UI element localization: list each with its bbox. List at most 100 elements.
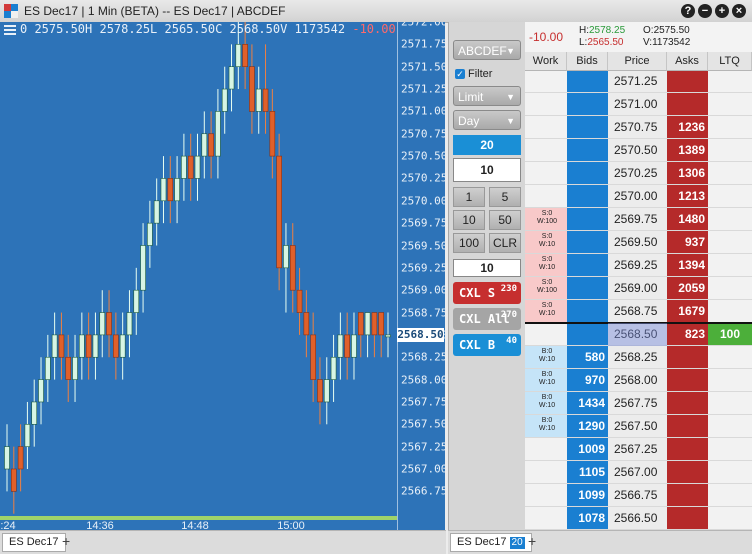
bid-cell[interactable]: 1105 — [567, 461, 608, 484]
filter-checkbox[interactable]: ✓ Filter — [455, 68, 492, 80]
selected-qty[interactable]: 20 — [453, 135, 521, 155]
ask-cell[interactable]: 1236 — [667, 116, 708, 139]
qty-button-10[interactable]: 10 — [453, 210, 485, 230]
bid-cell[interactable] — [567, 277, 608, 300]
qty-button-50[interactable]: 50 — [489, 210, 521, 230]
cancel-all-button[interactable]: CXL All 270 — [453, 308, 521, 330]
bid-cell[interactable] — [567, 208, 608, 231]
ask-cell[interactable]: 1679 — [667, 300, 708, 323]
price-cell[interactable]: 2566.50 — [608, 507, 667, 530]
price-axis[interactable]: 2572.00 2571.75 2571.50 2571.25 2571.00 2570.… — [397, 22, 445, 530]
bid-cell[interactable] — [567, 162, 608, 185]
bid-cell[interactable]: 1078 — [567, 507, 608, 530]
price-cell[interactable]: 2567.75 — [608, 392, 667, 415]
bid-cell[interactable] — [567, 185, 608, 208]
ltq-cell[interactable] — [708, 507, 752, 530]
work-cell[interactable] — [525, 139, 567, 162]
ask-cell[interactable] — [667, 71, 708, 93]
tab-chart-es[interactable]: ES Dec17 — [2, 533, 66, 552]
ltq-cell[interactable] — [708, 484, 752, 507]
chart-menu-icon[interactable] — [4, 23, 16, 37]
work-cell[interactable] — [525, 185, 567, 208]
work-cell[interactable]: S:0 W:10 — [525, 300, 567, 323]
price-cell[interactable]: 2569.75 — [608, 208, 667, 231]
ltq-cell[interactable] — [708, 208, 752, 231]
bid-cell[interactable] — [567, 323, 608, 346]
ltq-cell[interactable] — [708, 71, 752, 93]
ltq-cell[interactable] — [708, 139, 752, 162]
work-cell[interactable] — [525, 507, 567, 530]
tab-dom-es[interactable]: ES Dec17 20 — [450, 533, 532, 552]
bid-cell[interactable] — [567, 231, 608, 254]
bid-cell[interactable] — [567, 300, 608, 323]
ltq-cell[interactable] — [708, 116, 752, 139]
ask-cell[interactable] — [667, 438, 708, 461]
work-cell[interactable]: B:0 W:10 — [525, 392, 567, 415]
bid-cell[interactable] — [567, 254, 608, 277]
candlestick-plot[interactable] — [0, 22, 397, 516]
price-cell[interactable]: 2567.00 — [608, 461, 667, 484]
ask-cell[interactable] — [667, 507, 708, 530]
ask-cell[interactable] — [667, 93, 708, 116]
order-type-dropdown[interactable]: Limit ▼ — [453, 86, 521, 106]
price-cell[interactable]: 2570.50 — [608, 139, 667, 162]
price-cell[interactable]: 2568.00 — [608, 369, 667, 392]
minimize-icon[interactable]: − — [698, 4, 712, 18]
add-tab-icon[interactable]: + — [62, 533, 71, 549]
ltq-cell[interactable] — [708, 254, 752, 277]
bid-cell[interactable] — [567, 139, 608, 162]
work-cell[interactable] — [525, 484, 567, 507]
ltq-cell[interactable] — [708, 93, 752, 116]
ltq-cell[interactable] — [708, 185, 752, 208]
qty-button-100[interactable]: 100 — [453, 233, 485, 253]
work-cell[interactable]: S:0 W:100 — [525, 277, 567, 300]
ltq-cell[interactable] — [708, 415, 752, 438]
price-cell[interactable]: 2568.75 — [608, 300, 667, 323]
help-icon[interactable]: ? — [681, 4, 695, 18]
ask-cell[interactable]: 1306 — [667, 162, 708, 185]
work-cell[interactable]: B:0 W:10 — [525, 346, 567, 369]
qty-clear-button[interactable]: CLR — [489, 233, 521, 253]
ask-cell[interactable] — [667, 369, 708, 392]
work-cell[interactable]: B:0 W:10 — [525, 369, 567, 392]
column-header-price[interactable]: Price — [608, 52, 667, 71]
qty-button-5[interactable]: 5 — [489, 187, 521, 207]
price-cell[interactable]: 2571.00 — [608, 93, 667, 116]
price-cell[interactable]: 2570.25 — [608, 162, 667, 185]
work-cell[interactable] — [525, 461, 567, 484]
price-chart[interactable]: 0 2575.50H 2578.25L 2565.50C 2568.50V 11… — [0, 22, 445, 530]
ltq-cell[interactable]: 100 — [708, 323, 752, 346]
maximize-icon[interactable]: + — [715, 4, 729, 18]
ltq-cell[interactable] — [708, 162, 752, 185]
ask-cell[interactable] — [667, 392, 708, 415]
ask-cell[interactable]: 937 — [667, 231, 708, 254]
ltq-cell[interactable] — [708, 438, 752, 461]
qty-input[interactable]: 10 — [453, 158, 521, 182]
ask-cell[interactable] — [667, 484, 708, 507]
bid-cell[interactable]: 1009 — [567, 438, 608, 461]
work-cell[interactable] — [525, 71, 567, 93]
work-cell[interactable] — [525, 438, 567, 461]
work-cell[interactable]: S:0 W:100 — [525, 208, 567, 231]
bid-cell[interactable] — [567, 71, 608, 93]
ltq-cell[interactable] — [708, 346, 752, 369]
price-cell[interactable]: 2568.50 — [608, 323, 667, 346]
column-header-asks[interactable]: Asks — [667, 52, 708, 71]
work-cell[interactable]: S:0 W:10 — [525, 254, 567, 277]
column-header-work[interactable]: Work — [525, 52, 567, 71]
price-cell[interactable]: 2570.75 — [608, 116, 667, 139]
ask-cell[interactable]: 1480 — [667, 208, 708, 231]
ltq-cell[interactable] — [708, 392, 752, 415]
ltq-cell[interactable] — [708, 461, 752, 484]
bid-cell[interactable] — [567, 93, 608, 116]
work-cell[interactable]: B:0 W:10 — [525, 415, 567, 438]
price-cell[interactable]: 2567.50 — [608, 415, 667, 438]
ask-cell[interactable]: 823 — [667, 323, 708, 346]
ask-cell[interactable]: 2059 — [667, 277, 708, 300]
price-cell[interactable]: 2569.00 — [608, 277, 667, 300]
bid-cell[interactable]: 1099 — [567, 484, 608, 507]
column-header-bids[interactable]: Bids — [567, 52, 608, 71]
work-cell[interactable] — [525, 323, 567, 346]
ask-cell[interactable]: 1394 — [667, 254, 708, 277]
column-header-ltq[interactable]: LTQ — [708, 52, 752, 71]
